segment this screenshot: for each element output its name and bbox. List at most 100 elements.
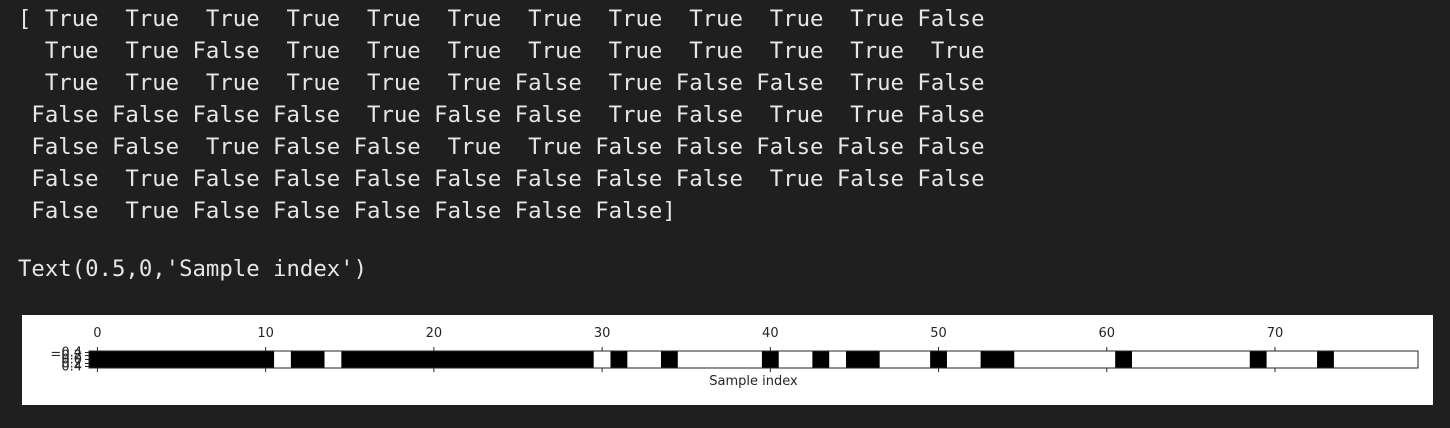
mask-cell bbox=[257, 351, 275, 368]
sample-mask-plot: 0 10 20 30 40 50 60 70 −0.4−0.20.00.20.4 Sample i… bbox=[50, 326, 1433, 389]
mask-cell bbox=[240, 351, 258, 368]
mask-cell bbox=[1081, 351, 1099, 368]
mask-cell bbox=[425, 351, 443, 368]
mask-cell bbox=[728, 351, 746, 368]
mask-cell bbox=[761, 351, 780, 368]
array-line: [ True True True True True True True Tru… bbox=[18, 6, 985, 32]
y-tick-label: 0.4 bbox=[61, 360, 82, 375]
mask-cell bbox=[946, 351, 965, 368]
mask-cell bbox=[1014, 351, 1032, 368]
mask-cell bbox=[1418, 351, 1433, 368]
mask-cell bbox=[1098, 351, 1116, 368]
mask-cell bbox=[374, 351, 393, 368]
mask-cell bbox=[829, 351, 847, 368]
mask-cell bbox=[913, 351, 931, 368]
mask-cell bbox=[593, 351, 611, 368]
mask-cell bbox=[1333, 351, 1352, 368]
mask-cell bbox=[492, 351, 510, 368]
mask-cell bbox=[778, 351, 796, 368]
mask-cell bbox=[1350, 351, 1368, 368]
mask-cell bbox=[543, 351, 561, 368]
mask-cell bbox=[745, 351, 763, 368]
mask-cell bbox=[459, 351, 477, 368]
mask-cell bbox=[1216, 351, 1234, 368]
mask-cell bbox=[812, 351, 830, 368]
mask-cell bbox=[1031, 351, 1049, 368]
mask-cell bbox=[442, 351, 460, 368]
mask-cell bbox=[576, 351, 595, 368]
mask-cell bbox=[274, 351, 292, 368]
mask-cell bbox=[795, 351, 813, 368]
mask-cell bbox=[105, 351, 124, 368]
array-output: [ True True True True True True True Tru… bbox=[18, 3, 985, 227]
mask-cell bbox=[1266, 351, 1284, 368]
mask-cell bbox=[408, 351, 426, 368]
mask-cell bbox=[1182, 351, 1200, 368]
x-tick-label: 40 bbox=[762, 326, 779, 341]
array-line: False True False False False False False… bbox=[18, 166, 985, 192]
array-line: True True False True True True True True… bbox=[18, 38, 985, 64]
x-tick-label: 30 bbox=[594, 326, 611, 341]
mask-cell bbox=[963, 351, 982, 368]
mask-cell bbox=[1132, 351, 1150, 368]
mask-cell bbox=[206, 351, 224, 368]
mask-cell bbox=[526, 351, 544, 368]
x-axis-label: Sample index bbox=[709, 374, 798, 389]
mask-cell bbox=[173, 351, 191, 368]
mask-cell bbox=[307, 351, 325, 368]
mask-cell bbox=[1232, 351, 1251, 368]
mask-cell bbox=[1249, 351, 1267, 368]
mask-cell bbox=[89, 351, 107, 368]
y-tick-label: −0.4 bbox=[50, 346, 82, 361]
mask-cell bbox=[1047, 351, 1066, 368]
x-tick-label: 70 bbox=[1267, 326, 1284, 341]
text-repr-output: Text(0.5,0,'Sample index') bbox=[18, 256, 368, 282]
mask-cell bbox=[862, 351, 881, 368]
mask-cell bbox=[896, 351, 914, 368]
mask-cell bbox=[475, 351, 494, 368]
x-tick-label: 20 bbox=[426, 326, 443, 341]
mask-cell bbox=[358, 351, 376, 368]
mask-cell bbox=[711, 351, 729, 368]
mask-cell bbox=[223, 351, 241, 368]
mask-cell bbox=[1300, 351, 1318, 368]
mask-cell bbox=[1199, 351, 1217, 368]
mask-cell bbox=[627, 351, 645, 368]
mask-cell bbox=[290, 351, 309, 368]
mask-cell bbox=[1165, 351, 1183, 368]
mask-cell bbox=[341, 351, 359, 368]
mask-cell bbox=[139, 351, 157, 368]
array-line: False True False False False False False… bbox=[18, 198, 676, 224]
mask-cell bbox=[930, 351, 948, 368]
x-tick-label: 0 bbox=[93, 326, 101, 341]
mask-cell bbox=[1064, 351, 1082, 368]
mask-cell bbox=[1148, 351, 1167, 368]
mask-cell bbox=[189, 351, 208, 368]
plot-figure: 0 10 20 30 40 50 60 70 −0.4 −0.2 0.0 0.2 0.4 Sample i… bbox=[22, 315, 1433, 405]
mask-cell bbox=[156, 351, 174, 368]
mask-cell bbox=[1283, 351, 1301, 368]
mask-cell bbox=[391, 351, 410, 368]
mask-cell bbox=[1367, 351, 1385, 368]
mask-cell bbox=[694, 351, 712, 368]
mask-cell bbox=[879, 351, 897, 368]
mask-cell bbox=[1115, 351, 1133, 368]
mask-cell bbox=[677, 351, 696, 368]
mask-cell bbox=[610, 351, 628, 368]
array-line: False False True False False True True F… bbox=[18, 134, 985, 160]
x-tick-label: 50 bbox=[930, 326, 947, 341]
x-tick-label: 10 bbox=[257, 326, 274, 341]
mask-cell bbox=[122, 351, 140, 368]
mask-cell bbox=[560, 351, 578, 368]
mask-cell bbox=[644, 351, 662, 368]
mask-cell bbox=[660, 351, 679, 368]
mask-cell bbox=[509, 351, 527, 368]
array-line: True True True True True True False True… bbox=[18, 70, 985, 96]
x-tick-label: 60 bbox=[1099, 326, 1116, 341]
y-tick-label: −0.2 bbox=[50, 349, 82, 364]
mask-cell bbox=[997, 351, 1015, 368]
y-tick-label: 0.2 bbox=[61, 357, 82, 372]
mask-cell bbox=[980, 351, 998, 368]
mask-cell bbox=[1317, 351, 1335, 368]
mask-cell bbox=[1384, 351, 1402, 368]
